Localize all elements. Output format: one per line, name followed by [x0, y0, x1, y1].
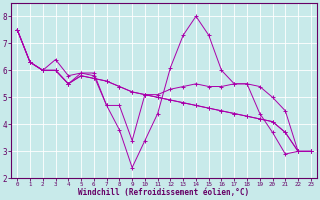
- X-axis label: Windchill (Refroidissement éolien,°C): Windchill (Refroidissement éolien,°C): [78, 188, 250, 197]
